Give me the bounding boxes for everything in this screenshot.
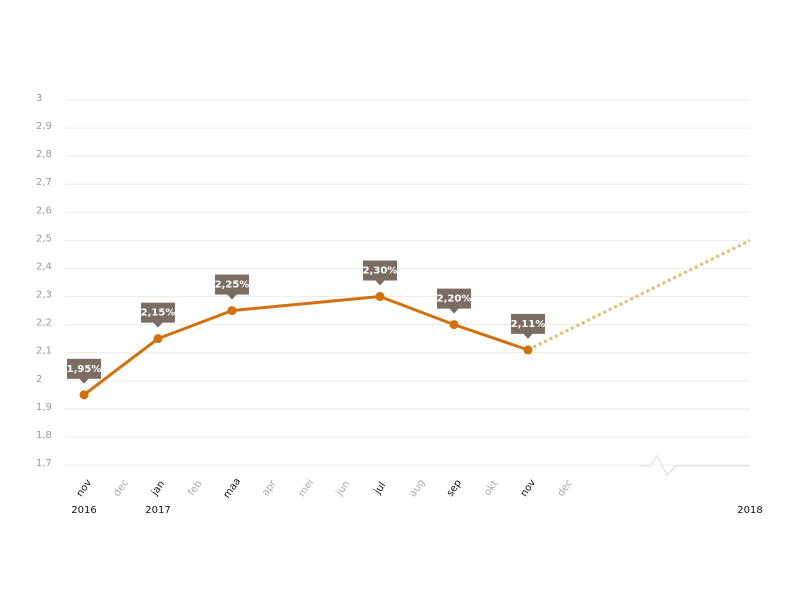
year-label: 2017: [145, 505, 170, 516]
x-tick-label: nov: [519, 478, 539, 499]
point: [523, 345, 533, 355]
label-box: [67, 358, 101, 379]
year-label: 2016: [71, 505, 96, 516]
y-tick-label: 2,8: [36, 149, 52, 160]
y-tick-label: 1,9: [36, 402, 52, 413]
year-label: 2018: [737, 505, 762, 516]
line: [527, 239, 751, 352]
y-tick-label: 2,3: [36, 290, 52, 301]
y-tick-label: 2,4: [36, 261, 52, 272]
label-box: [141, 302, 175, 323]
label-pointer: [449, 308, 459, 314]
label-box: [437, 288, 471, 309]
x-tick-label: jan: [149, 479, 167, 499]
x-tick-label: okt: [482, 479, 500, 498]
value-label-text: 2,15%: [141, 308, 176, 319]
x-tick-label: maa: [222, 476, 244, 500]
line: [83, 295, 529, 397]
y-tick-label: 2,7: [36, 177, 52, 188]
x-tick-label: aug: [408, 477, 428, 499]
x-tick-label: jul: [372, 480, 388, 497]
value-label-text: 2,11%: [511, 319, 546, 330]
y-tick-label: 1,7: [36, 458, 52, 469]
point: [375, 292, 385, 302]
y-tick-label: 2,9: [36, 121, 52, 132]
point: [227, 306, 237, 316]
label-box: [363, 260, 397, 281]
point: [79, 390, 89, 400]
value-label: 2,30%: [363, 260, 398, 286]
x-tick-label: dec: [556, 478, 575, 499]
y-tick-label: 2,5: [36, 233, 52, 244]
y-tick-label: 1,8: [36, 430, 52, 441]
label-box: [511, 313, 545, 334]
y-tick-label: 2,2: [36, 318, 52, 329]
value-label: 1,95%: [67, 358, 102, 384]
point: [153, 334, 163, 344]
value-label: 2,15%: [141, 302, 176, 328]
value-label-text: 1,95%: [67, 364, 102, 375]
value-label: 2,20%: [437, 288, 472, 314]
label-box: [215, 274, 249, 295]
label-pointer: [153, 322, 163, 328]
x-tick-label: dec: [112, 478, 131, 499]
point: [449, 320, 459, 330]
value-label: 2,25%: [215, 274, 250, 300]
x-tick-label: apr: [260, 478, 279, 499]
y-tick-label: 2,6: [36, 205, 52, 216]
value-label-text: 2,20%: [437, 294, 472, 305]
label-pointer: [79, 378, 89, 384]
x-tick-label: sep: [445, 478, 464, 499]
value-label-text: 2,25%: [215, 280, 250, 291]
label-pointer: [375, 280, 385, 286]
value-label-text: 2,30%: [363, 266, 398, 277]
y-tick-label: 2,1: [36, 346, 52, 357]
x-tick-label: feb: [186, 479, 204, 498]
x-tick-label: jun: [334, 479, 352, 499]
label-pointer: [523, 333, 533, 339]
y-tick-label: 2: [36, 374, 42, 385]
x-tick-label: nov: [75, 478, 95, 499]
y-tick-label: 3: [36, 93, 42, 104]
value-label: 2,11%: [511, 313, 546, 339]
x-tick-label: mei: [297, 477, 317, 499]
label-pointer: [227, 294, 237, 300]
